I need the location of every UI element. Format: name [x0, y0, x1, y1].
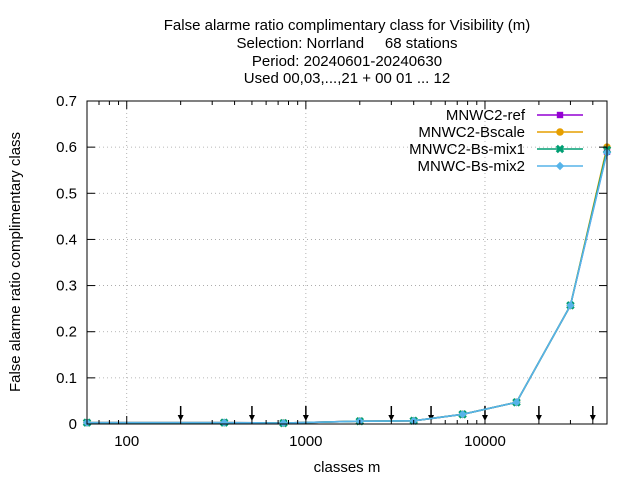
threshold-arrows [177, 406, 596, 421]
threshold-arrow-head [388, 415, 395, 421]
legend-label: MNWC2-Bscale [418, 124, 525, 141]
plot-frame [86, 100, 608, 425]
title-line-3: Period: 20240601-20240630 [252, 53, 442, 70]
data-point [566, 301, 575, 310]
x-tick-label: 10000 [464, 433, 506, 450]
y-tick-label: 0.4 [56, 231, 77, 248]
y-tick-label: 0.6 [56, 139, 77, 156]
y-tick-label: 0.1 [56, 370, 77, 387]
data-point [458, 410, 467, 419]
series-4 [82, 148, 612, 428]
series-1 [83, 148, 611, 427]
grid [87, 101, 607, 424]
legend-label: MNWC2-Bs-mix1 [409, 141, 525, 158]
series-3 [82, 145, 612, 428]
y-tick-label: 0 [69, 416, 77, 433]
x-tick-label: 100 [114, 433, 139, 450]
y-tick-label: 0.5 [56, 185, 77, 202]
title-line-1: False alarme ratio complimentary class f… [164, 17, 530, 34]
y-tick-label: 0.3 [56, 278, 77, 295]
data-point [512, 398, 521, 407]
threshold-arrow-head [177, 415, 184, 421]
y-tick-label: 0.7 [56, 93, 77, 110]
series-2 [83, 143, 611, 427]
chart-title: False alarme ratio complimentary class f… [164, 17, 530, 87]
legend-marker [555, 161, 565, 171]
axes: 0 0.1 0.2 0.3 0.4 0.5 0.6 0.7 100 1000 10000 [56, 93, 608, 450]
title-line-4: Used 00,03,...,21 + 00 01 ... 12 [244, 70, 450, 87]
legend-marker [556, 111, 564, 119]
data-point [219, 418, 229, 427]
legend-label: MNWC2-ref [446, 107, 526, 124]
data-point [279, 418, 288, 428]
legend-label: MNWC-Bs-mix2 [418, 158, 525, 175]
legend: MNWC2-refMNWC2-BscaleMNWC2-Bs-mix1MNWC-B… [409, 107, 583, 175]
x-tick-label: 1000 [289, 433, 322, 450]
y-tick-label: 0.2 [56, 324, 77, 341]
threshold-arrow-head [589, 415, 596, 421]
x-axis-label: classes m [314, 459, 381, 476]
threshold-arrow-head [535, 415, 542, 421]
legend-marker [556, 128, 564, 136]
y-axis-label: False alarme ratio complimentary class [7, 132, 24, 392]
series-line [87, 146, 608, 424]
series-line [87, 149, 608, 424]
legend-marker [555, 144, 565, 154]
threshold-arrow-head [248, 415, 255, 421]
title-line-2: Selection: Norrland 68 stations [237, 35, 458, 52]
series-line [87, 151, 608, 424]
